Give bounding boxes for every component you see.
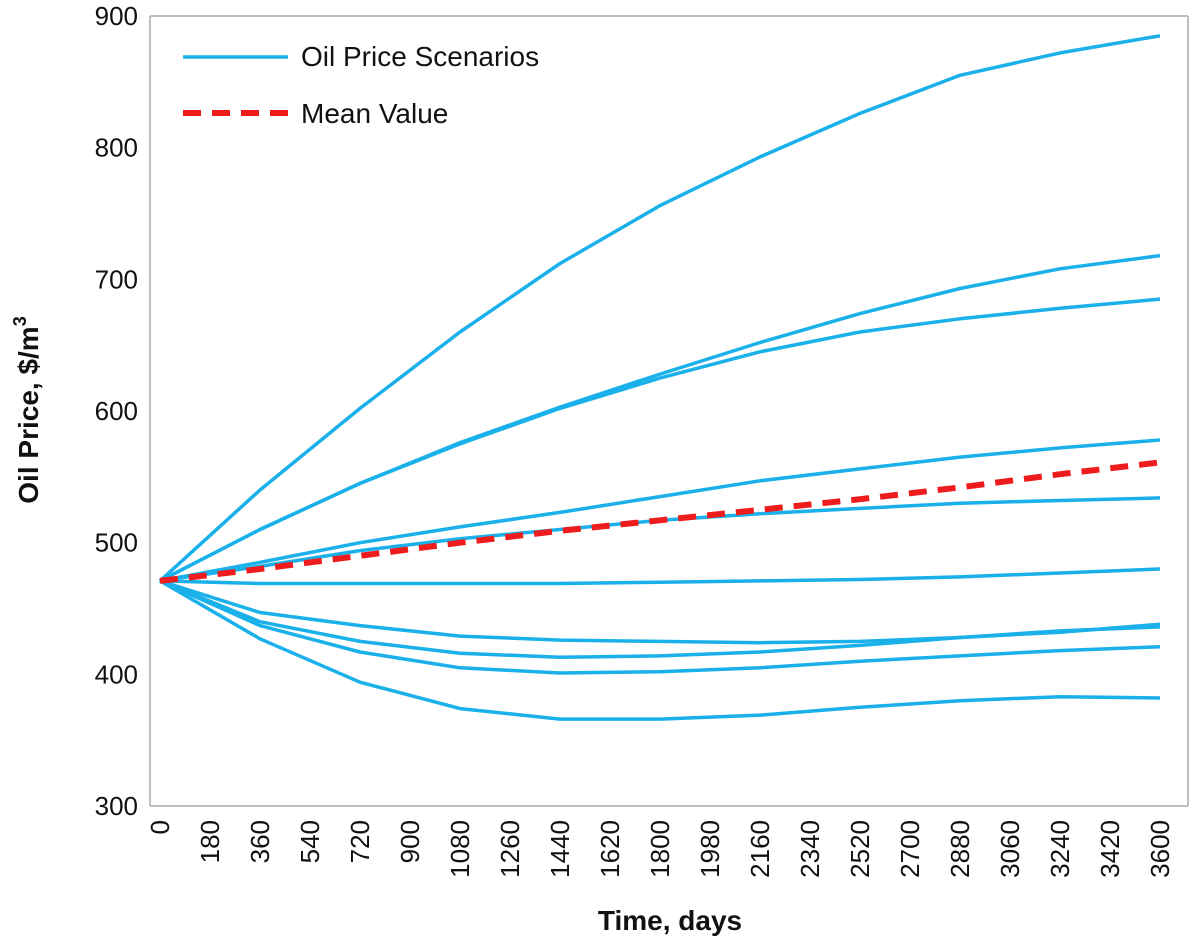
y-tick-label: 700 [95,264,138,294]
x-tick-label: 1260 [495,820,525,878]
x-axis-title: Time, days [598,905,742,936]
x-tick-labels: 0 180 360 540 720 900 1080 1260 1440 1620 1800 1980… [145,820,1175,878]
y-tick-label: 400 [95,659,138,689]
x-tick-label: 3600 [1145,820,1175,878]
x-tick-label: 720 [345,820,375,863]
y-tick-label: 600 [95,396,138,426]
x-tick-label: 2880 [945,820,975,878]
legend-label-mean: Mean Value [301,98,448,129]
x-tick-label: 1080 [445,820,475,878]
scenario-line [159,567,1161,586]
y-axis-title-text: Oil Price, $/m [13,326,44,503]
scenario-line [159,579,1161,721]
scenario-line [159,297,1161,583]
x-tick-label: 1620 [595,820,625,878]
y-tick-label: 800 [95,133,138,163]
scenario-line [159,438,1161,583]
y-tick-label: 500 [95,528,138,558]
x-tick-label: 2340 [795,820,825,878]
x-tick-label: 540 [295,820,325,863]
series-lines [158,34,1161,721]
x-tick-label: 2700 [895,820,925,878]
mean-value-line [159,459,1161,584]
y-axis-title: Oil Price, $/m3 [10,316,44,503]
x-tick-label: 3240 [1045,820,1075,878]
y-tick-label: 900 [95,1,138,31]
scenario-line [159,253,1161,583]
x-tick-label: 0 [145,820,175,834]
x-tick-label: 1800 [645,820,675,878]
scenario-line [158,34,1161,583]
x-tick-label: 3060 [995,820,1025,878]
x-tick-label: 3420 [1095,820,1125,878]
x-tick-label: 2160 [745,820,775,878]
scenario-line [159,579,1161,659]
x-tick-label: 900 [395,820,425,863]
x-tick-label: 180 [195,820,225,863]
x-tick-label: 360 [245,820,275,863]
legend-label-scenarios: Oil Price Scenarios [301,41,539,72]
x-tick-label: 1980 [695,820,725,878]
y-tick-labels: 300 400 500 600 700 800 900 [95,1,138,821]
legend: Oil Price Scenarios Mean Value [183,41,539,129]
x-tick-label: 2520 [845,820,875,878]
axes [149,15,1189,807]
y-tick-label: 300 [95,791,138,821]
scenario-line [159,579,1161,675]
y-axis-title-superscript: 3 [10,316,30,326]
scenario-line [159,496,1161,583]
x-tick-label: 1440 [545,820,575,878]
